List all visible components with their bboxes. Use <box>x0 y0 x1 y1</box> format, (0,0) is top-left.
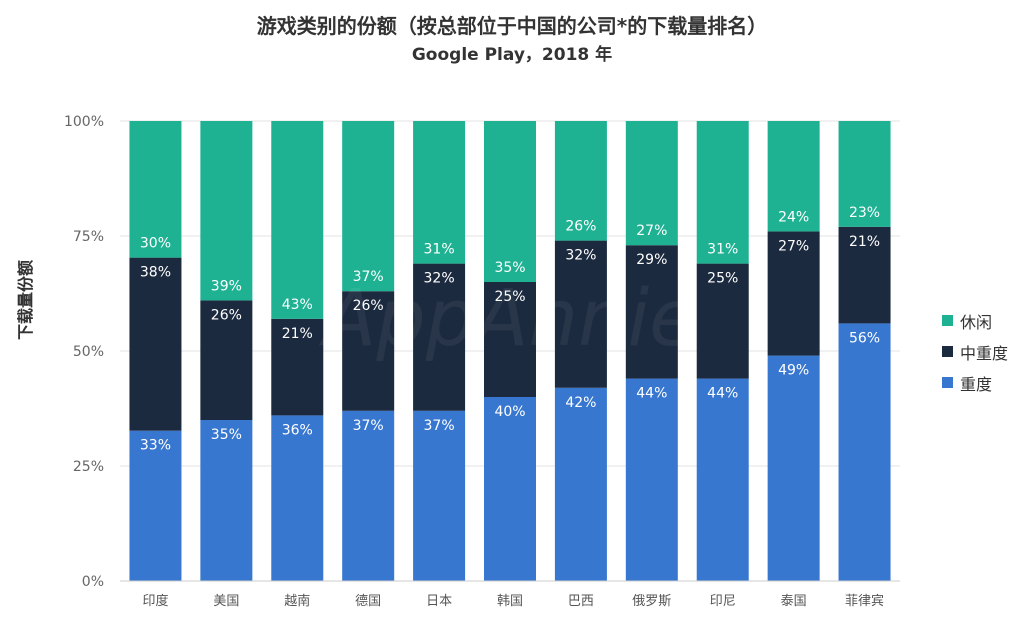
data-label: 43% <box>282 297 313 313</box>
bar-segment <box>696 263 749 379</box>
x-tick-label: 越南 <box>284 593 310 609</box>
data-label: 25% <box>494 289 525 305</box>
bar-segment <box>271 121 324 319</box>
bar-segment <box>484 121 536 282</box>
bar-segment <box>200 420 253 581</box>
data-label: 56% <box>849 330 880 346</box>
watermark: AppAnnie <box>318 274 697 364</box>
bar-segment <box>413 121 466 264</box>
data-label: 36% <box>282 422 313 438</box>
data-label: 37% <box>353 418 384 434</box>
y-tick-label: 100% <box>64 114 104 130</box>
x-tick-label: 美国 <box>213 594 239 609</box>
x-tick-label: 印尼 <box>710 594 736 609</box>
data-label: 29% <box>636 252 667 268</box>
x-tick-label: 韩国 <box>497 594 523 609</box>
bar-segment <box>554 240 607 388</box>
bar-segment <box>767 355 820 581</box>
data-label: 42% <box>565 395 596 411</box>
bar-segment <box>625 245 678 379</box>
bar-segment <box>413 263 466 411</box>
x-tick-label: 菲律宾 <box>845 593 884 609</box>
legend-swatch-casual <box>942 315 953 326</box>
chart-subtitle: Google Play，2018 年 <box>411 45 613 65</box>
bar-segment <box>838 226 891 324</box>
bar-segment <box>484 397 536 581</box>
data-label: 32% <box>565 248 596 264</box>
data-label: 26% <box>353 298 384 314</box>
data-label: 35% <box>494 260 525 276</box>
bar-segment <box>342 291 395 411</box>
bar-segment <box>200 121 253 301</box>
bar-segment <box>271 415 324 581</box>
bar-segment <box>767 121 820 232</box>
data-label: 30% <box>140 236 171 252</box>
data-label: 35% <box>211 427 242 443</box>
legend-label-midcore: 中重度 <box>960 343 1009 363</box>
x-tick-label: 日本 <box>426 594 452 609</box>
data-label: 27% <box>636 223 667 239</box>
bar-segment <box>767 231 820 356</box>
y-tick-label: 50% <box>73 344 104 360</box>
data-label: 33% <box>140 438 171 454</box>
y-tick-label: 25% <box>73 459 104 475</box>
data-label: 40% <box>494 404 525 420</box>
bar-segment <box>554 121 607 241</box>
data-label: 37% <box>353 269 384 285</box>
x-tick-label: 德国 <box>355 594 381 609</box>
bar-segment <box>696 378 749 581</box>
data-label: 24% <box>778 209 809 225</box>
bar-segment <box>271 318 324 416</box>
bar-segment <box>129 257 182 431</box>
bar-segment <box>554 387 607 581</box>
data-label: 49% <box>778 363 809 379</box>
data-label: 21% <box>849 234 880 250</box>
x-tick-label: 泰国 <box>781 594 807 609</box>
x-tick-label: 印度 <box>142 593 168 609</box>
bar-segment <box>838 323 891 581</box>
data-label: 27% <box>778 238 809 254</box>
data-label: 37% <box>424 418 455 434</box>
y-tick-label: 75% <box>73 229 104 245</box>
bar-segment <box>625 121 678 246</box>
bar-segment <box>129 430 182 581</box>
legend-swatch-midcore <box>942 346 953 357</box>
bar-segment <box>484 282 536 397</box>
data-label: 38% <box>140 265 171 281</box>
bar-segment <box>342 121 395 292</box>
bar-segment <box>342 410 395 581</box>
bar-segment <box>129 121 182 258</box>
legend-label-casual: 休闲 <box>960 312 993 332</box>
legend-label-core: 重度 <box>960 374 993 394</box>
data-label: 31% <box>424 242 455 258</box>
legend-item-core: 重度 <box>942 367 1008 398</box>
bar-segment <box>625 378 678 581</box>
x-tick-label: 俄罗斯 <box>632 594 671 609</box>
legend-item-midcore: 中重度 <box>942 336 1008 367</box>
data-label: 21% <box>282 326 313 342</box>
bar-segment <box>838 121 891 227</box>
bar-segment <box>413 410 466 581</box>
data-label: 23% <box>849 205 880 221</box>
data-label: 25% <box>707 271 738 287</box>
data-label: 26% <box>565 219 596 235</box>
legend-swatch-core <box>942 377 953 388</box>
data-label: 44% <box>707 386 738 402</box>
bar-segment <box>696 121 749 264</box>
bar-segment <box>200 300 253 420</box>
legend: 休闲 中重度 重度 <box>942 305 1008 398</box>
data-label: 26% <box>211 307 242 323</box>
y-tick-label: 0% <box>82 574 104 590</box>
legend-item-casual: 休闲 <box>942 305 1008 336</box>
data-label: 39% <box>211 278 242 294</box>
data-label: 32% <box>424 271 455 287</box>
x-tick-label: 巴西 <box>568 594 594 609</box>
data-label: 44% <box>636 386 667 402</box>
chart-title: 游戏类别的份额（按总部位于中国的公司*的下载量排名） <box>256 14 768 38</box>
data-label: 31% <box>707 242 738 258</box>
